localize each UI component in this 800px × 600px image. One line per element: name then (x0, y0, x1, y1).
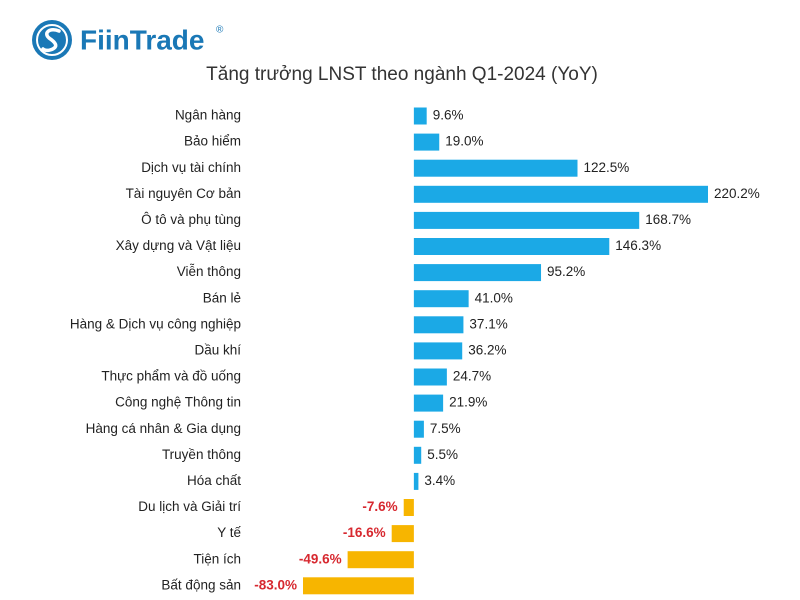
category-label: Bán lẻ (203, 290, 241, 305)
value-label: 24.7% (453, 369, 491, 384)
category-label: Du lịch và Giải trí (138, 499, 241, 514)
value-label: 7.5% (430, 421, 461, 436)
bar (391, 525, 414, 543)
category-label: Tài nguyên Cơ bản (126, 186, 241, 201)
category-label: Y tế (217, 525, 241, 540)
bar (413, 420, 424, 438)
category-label: Công nghệ Thông tin (115, 395, 241, 410)
bar (413, 290, 469, 308)
value-label: 168.7% (645, 212, 691, 227)
category-label: Viễn thông (177, 264, 241, 279)
chart-title: Tăng trưởng LNST theo ngành Q1-2024 (YoY… (206, 64, 598, 85)
bar (413, 472, 419, 490)
category-label: Thực phẩm và đồ uống (101, 369, 241, 384)
category-label: Tiện ích (193, 551, 241, 566)
logo-text: FiinTrade (80, 24, 204, 55)
category-label: Dầu khí (194, 342, 241, 357)
bar (413, 159, 578, 177)
value-label: 146.3% (615, 238, 661, 253)
category-label: Bất động sản (161, 577, 241, 592)
bar (413, 446, 422, 464)
value-label: -16.6% (343, 525, 386, 540)
category-label: Hóa chất (187, 473, 241, 488)
bar (347, 551, 414, 569)
bar (413, 342, 463, 360)
category-label: Hàng & Dịch vụ công nghiệp (70, 316, 241, 331)
category-label: Xây dựng và Vật liệu (116, 238, 241, 253)
category-label: Bảo hiểm (184, 134, 241, 149)
value-label: 95.2% (547, 264, 585, 279)
value-label: 220.2% (714, 186, 760, 201)
category-label: Truyền thông (162, 447, 241, 462)
bar (413, 107, 427, 125)
bar (413, 394, 444, 412)
value-label: 9.6% (433, 108, 464, 123)
value-label: -83.0% (254, 577, 297, 592)
value-label: 41.0% (475, 290, 513, 305)
category-label: Ngân hàng (175, 108, 241, 123)
value-label: 36.2% (468, 342, 506, 357)
bar (413, 185, 708, 203)
value-label: -49.6% (299, 551, 342, 566)
value-label: 19.0% (445, 134, 483, 149)
value-label: 37.1% (469, 316, 507, 331)
bar (413, 211, 640, 229)
bar (413, 368, 447, 386)
logo-icon (32, 20, 72, 60)
bar (413, 133, 440, 151)
value-label: 122.5% (583, 160, 629, 175)
value-label: 3.4% (424, 473, 455, 488)
bar (413, 264, 542, 282)
bar (403, 499, 414, 516)
bar (413, 238, 610, 255)
category-label: Ô tô và phụ tùng (141, 212, 241, 227)
category-label: Dịch vụ tài chính (141, 160, 241, 175)
value-label: -7.6% (362, 499, 397, 514)
bar (303, 577, 414, 595)
bar (413, 316, 464, 334)
value-label: 21.9% (449, 395, 487, 410)
category-label: Hàng cá nhân & Gia dụng (86, 421, 241, 436)
value-label: 5.5% (427, 447, 458, 462)
logo-mark: ® (216, 25, 224, 36)
